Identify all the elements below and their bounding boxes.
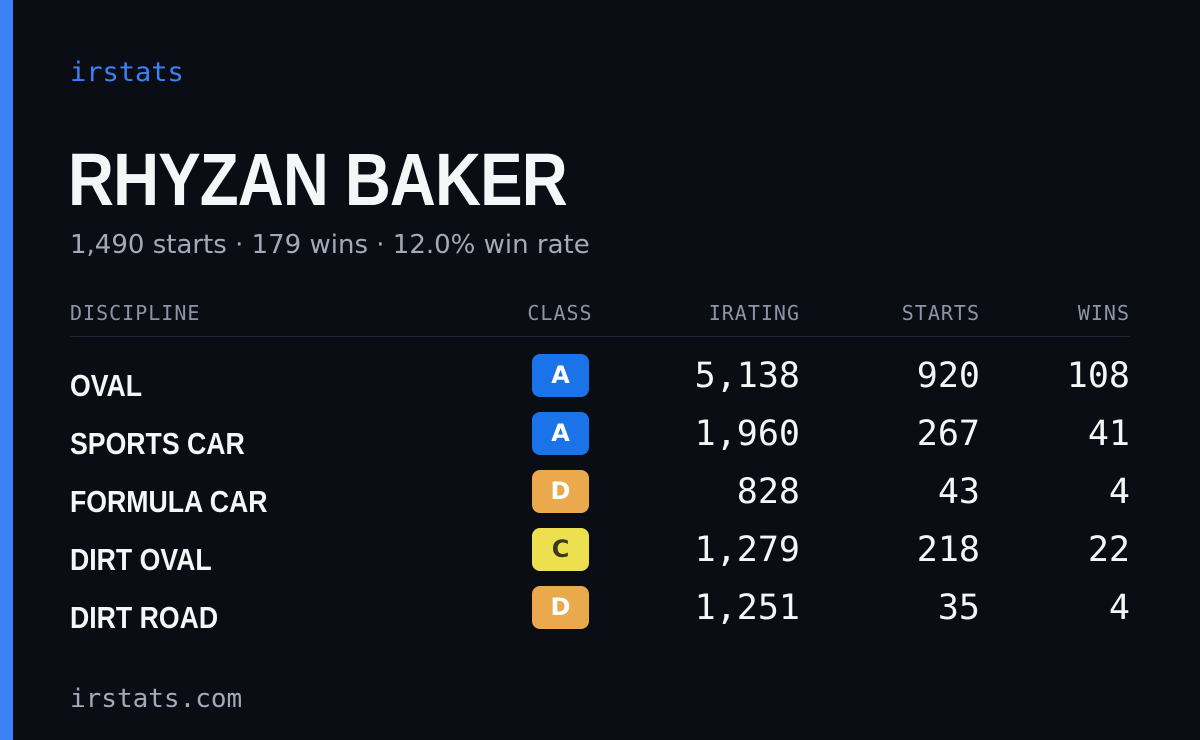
discipline-name: OVAL: [70, 368, 143, 403]
class-badge: A: [532, 412, 589, 455]
class-badge: D: [532, 586, 589, 629]
header-class: CLASS: [527, 301, 593, 325]
table-row: DIRT ROAD D 1,251 35 4: [70, 586, 1130, 644]
starts-value: 920: [916, 356, 980, 396]
class-badge: A: [532, 354, 589, 397]
wins-value: 22: [1087, 530, 1130, 570]
driver-summary: 1,490 starts · 179 wins · 12.0% win rate: [70, 230, 590, 260]
wins-value: 4: [1108, 588, 1130, 628]
table-body: OVAL A 5,138 920 108 SPORTS CAR A 1,960 …: [70, 354, 1130, 644]
header-wins: WINS: [1077, 301, 1130, 325]
discipline-name: SPORTS CAR: [70, 426, 245, 461]
starts-value: 35: [937, 588, 980, 628]
header-starts: STARTS: [901, 301, 980, 325]
irating-value: 1,251: [694, 588, 800, 628]
wins-value: 4: [1108, 472, 1130, 512]
discipline-name: DIRT OVAL: [70, 542, 212, 577]
discipline-name: DIRT ROAD: [70, 600, 219, 635]
irating-value: 828: [736, 472, 800, 512]
irating-value: 1,960: [694, 414, 800, 454]
brand-logo: irstats: [70, 57, 184, 88]
header-irating: IRATING: [708, 301, 800, 325]
driver-name: RHYZAN BAKER: [68, 138, 568, 221]
class-badge: C: [532, 528, 589, 571]
wins-value: 108: [1066, 356, 1130, 396]
table-row: DIRT OVAL C 1,279 218 22: [70, 528, 1130, 586]
irating-value: 1,279: [694, 530, 800, 570]
irating-value: 5,138: [694, 356, 800, 396]
table-row: SPORTS CAR A 1,960 267 41: [70, 412, 1130, 470]
discipline-name: FORMULA CAR: [70, 484, 268, 519]
starts-value: 218: [916, 530, 980, 570]
footer-url: irstats.com: [70, 684, 243, 714]
stats-table: DISCIPLINE CLASS IRATING STARTS WINS OVA…: [70, 296, 1130, 635]
class-badge: D: [532, 470, 589, 513]
starts-value: 43: [937, 472, 980, 512]
table-row: FORMULA CAR D 828 43 4: [70, 470, 1130, 528]
header-discipline: DISCIPLINE: [70, 301, 201, 325]
table-row: OVAL A 5,138 920 108: [70, 354, 1130, 412]
table-header-row: DISCIPLINE CLASS IRATING STARTS WINS: [70, 296, 1130, 337]
starts-value: 267: [916, 414, 980, 454]
wins-value: 41: [1087, 414, 1130, 454]
accent-bar: [0, 0, 13, 740]
